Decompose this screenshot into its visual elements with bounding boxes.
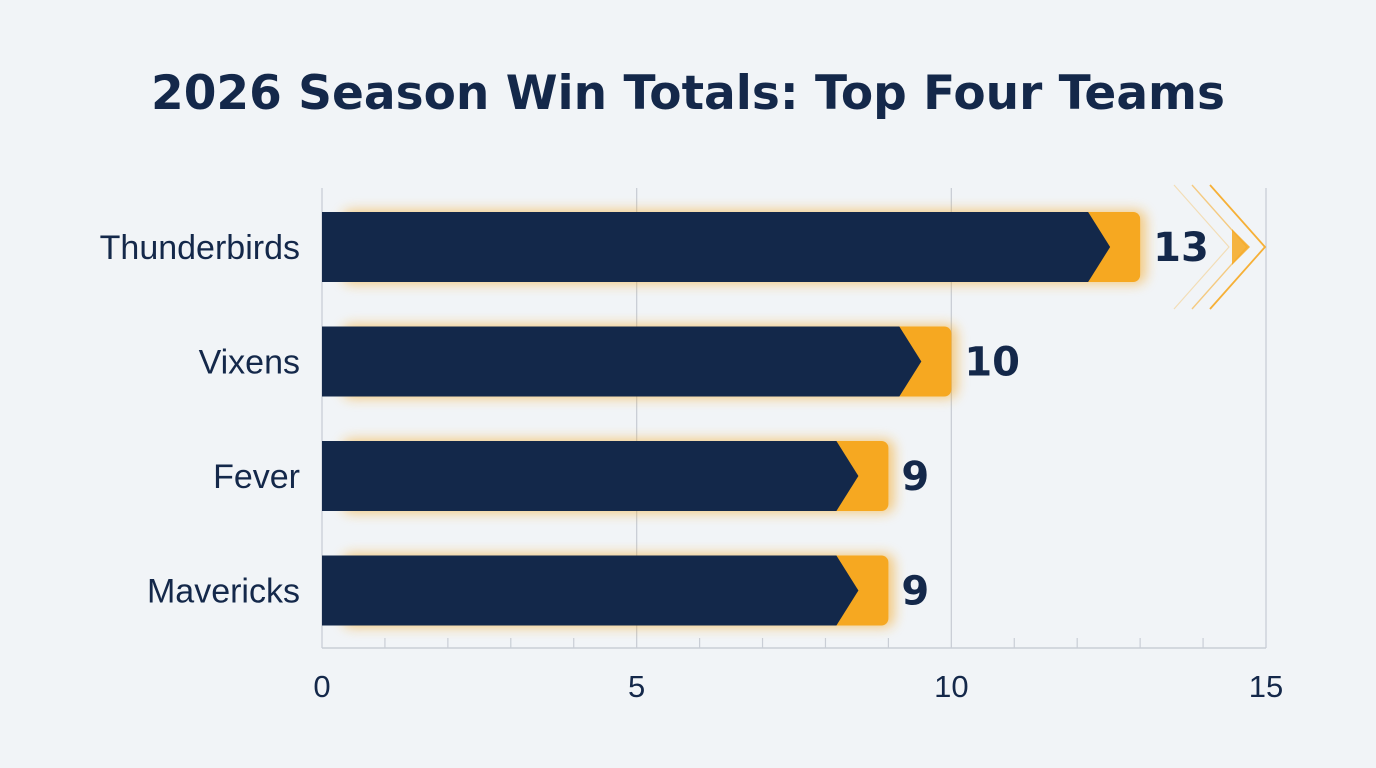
value-label: 10 bbox=[964, 340, 1020, 386]
chart-title: 2026 Season Win Totals: Top Four Teams bbox=[151, 66, 1225, 121]
bars bbox=[322, 184, 1267, 628]
bar-group-0 bbox=[322, 210, 1147, 284]
bar bbox=[322, 326, 922, 397]
value-label: 9 bbox=[901, 454, 929, 500]
bar bbox=[322, 441, 859, 511]
x-tick-label-5: 5 bbox=[628, 669, 645, 704]
bar bbox=[322, 212, 1111, 282]
bar-group-2 bbox=[322, 439, 895, 513]
category-label: Vixens bbox=[199, 344, 300, 382]
chevron-line-2 bbox=[1173, 184, 1230, 310]
bar-group-3 bbox=[322, 553, 895, 628]
x-tick-label-0: 0 bbox=[313, 669, 330, 704]
value-label: 13 bbox=[1153, 225, 1209, 271]
value-label: 9 bbox=[901, 569, 929, 615]
category-label: Mavericks bbox=[147, 573, 300, 611]
x-tick-label-15: 15 bbox=[1249, 669, 1283, 704]
chevron-arrow-icon bbox=[1232, 229, 1250, 265]
category-label: Thunderbirds bbox=[100, 229, 300, 267]
bar bbox=[322, 555, 859, 626]
chevron-line-0 bbox=[1209, 184, 1267, 310]
labels: 0 5 10 15 Thunderbirds 13 Vixens 10 Fever 9 Maveri… bbox=[100, 225, 1284, 704]
bar-group-1 bbox=[322, 324, 958, 399]
category-label: Fever bbox=[213, 458, 300, 496]
chevron-decoration bbox=[1173, 184, 1267, 310]
x-tick-label-10: 10 bbox=[934, 669, 968, 704]
